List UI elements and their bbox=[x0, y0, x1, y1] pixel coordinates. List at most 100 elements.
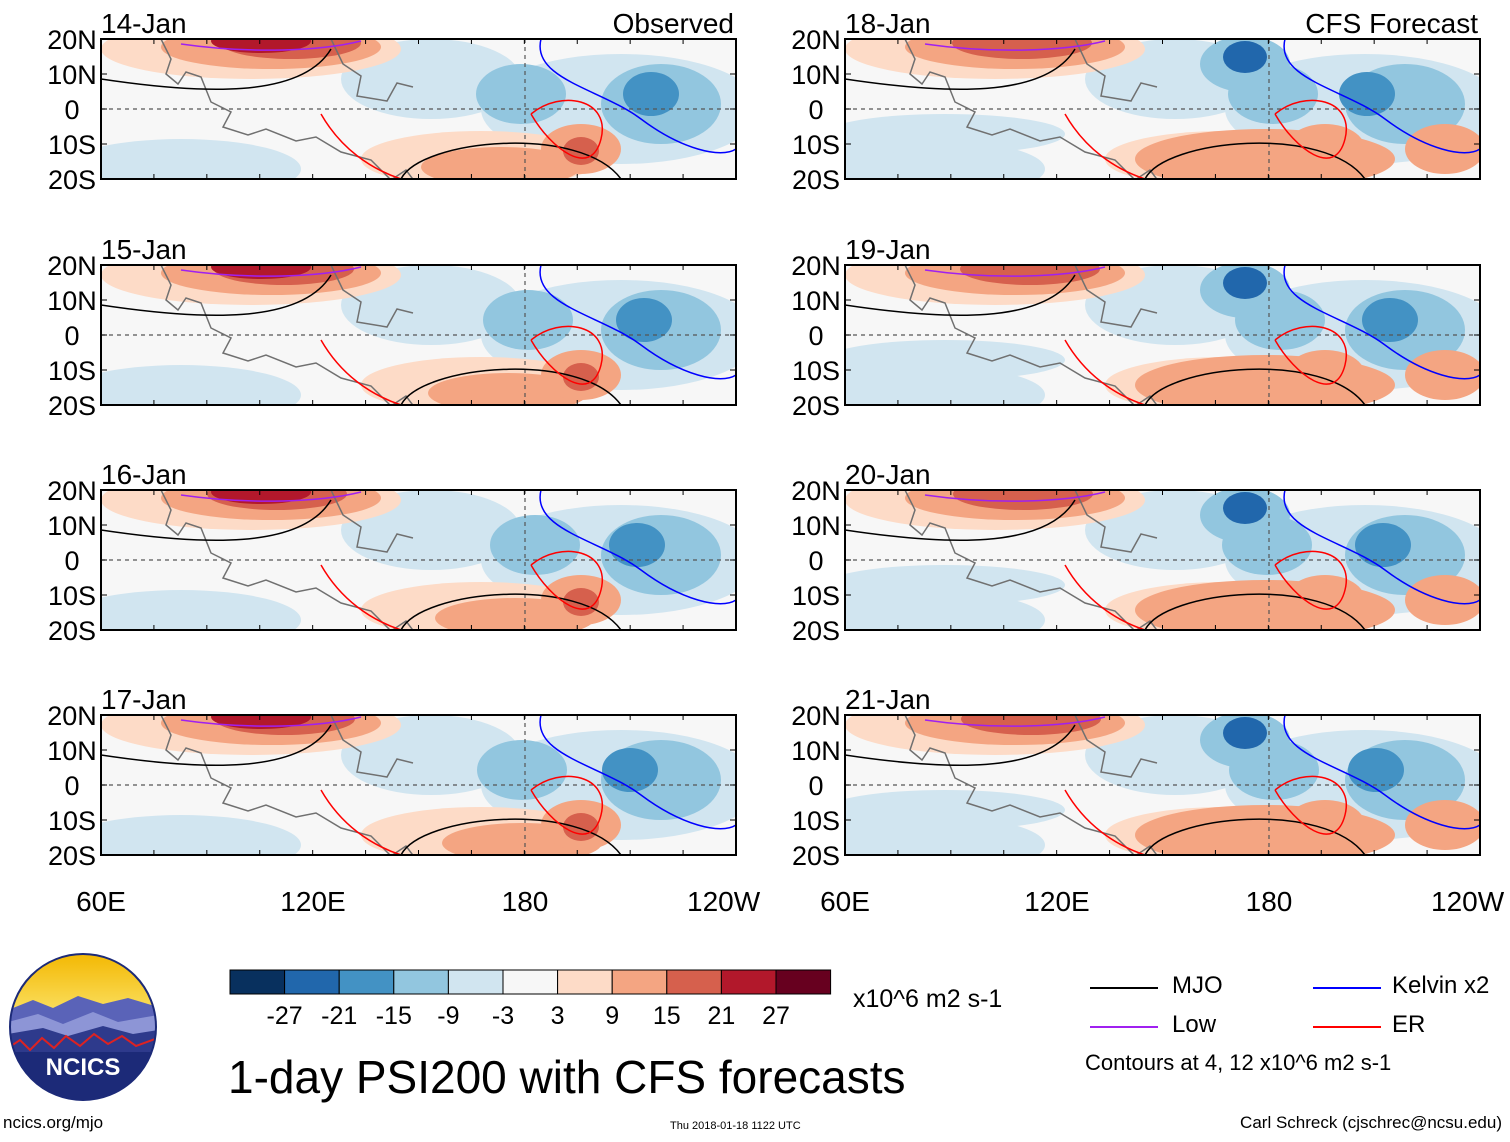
lat-label: 20N bbox=[791, 251, 841, 281]
lon-label: 120W bbox=[687, 886, 761, 917]
lat-label: 10N bbox=[791, 286, 841, 316]
legend-line-low bbox=[1090, 1026, 1158, 1028]
lat-label: 10S bbox=[48, 806, 96, 836]
coastline bbox=[160, 715, 414, 855]
coastline bbox=[160, 490, 414, 630]
lat-label: 10N bbox=[47, 511, 97, 541]
legend-line-kelvin bbox=[1313, 987, 1381, 989]
colorbar-swatch bbox=[666, 969, 722, 995]
panel-label: Observed bbox=[613, 8, 734, 39]
lat-label: 10S bbox=[48, 581, 96, 611]
lat-label: 20S bbox=[48, 841, 96, 871]
er-contour bbox=[1274, 550, 1348, 610]
er-contour bbox=[1064, 339, 1146, 405]
panel-date: 14-Jan bbox=[101, 8, 187, 39]
colorbar-tick-label: 21 bbox=[707, 1002, 735, 1030]
er-contour bbox=[1064, 789, 1146, 855]
colorbar-tick-label: 15 bbox=[653, 1002, 681, 1030]
colorbar-swatch bbox=[557, 969, 613, 995]
lat-label: 0 bbox=[64, 771, 79, 801]
lat-label: 10S bbox=[48, 130, 96, 160]
colorbar-tick-label: -9 bbox=[437, 1002, 459, 1030]
map-panel-14-Jan: 14-Jan Observed 20N 10N 0 10S 20S bbox=[47, 8, 737, 195]
er-contour bbox=[320, 339, 402, 405]
low-contour bbox=[180, 716, 362, 727]
lat-label: 10S bbox=[48, 356, 96, 386]
lat-label: 20S bbox=[792, 841, 840, 871]
er-contour bbox=[530, 775, 604, 835]
coastline bbox=[904, 490, 1158, 630]
mjo-contour bbox=[1144, 368, 1366, 405]
lat-label: 10S bbox=[792, 806, 840, 836]
negative-anomaly-shading bbox=[101, 815, 301, 855]
panel-date: 16-Jan bbox=[101, 459, 187, 490]
colorbar-swatch bbox=[720, 969, 777, 995]
mjo-contour bbox=[845, 48, 1076, 91]
positive-anomaly-shading bbox=[563, 137, 599, 165]
figure-title: 1-day PSI200 with CFS forecasts bbox=[228, 1051, 906, 1103]
low-contour bbox=[180, 491, 362, 502]
colorbar-swatch bbox=[393, 969, 449, 995]
kelvin-contour bbox=[539, 715, 736, 830]
coastline bbox=[160, 265, 414, 405]
lat-label: 20N bbox=[791, 25, 841, 55]
coastline bbox=[160, 39, 414, 179]
legend-line-mjo bbox=[1090, 987, 1158, 989]
negative-anomaly-shading bbox=[1223, 267, 1267, 299]
positive-anomaly-shading bbox=[421, 147, 581, 179]
mjo-contour bbox=[101, 499, 332, 542]
er-contour bbox=[1274, 99, 1348, 159]
mjo-contour bbox=[845, 274, 1076, 317]
colorbar-tick-label: 27 bbox=[762, 1002, 790, 1030]
footer-url[interactable]: ncics.org/mjo bbox=[3, 1113, 104, 1132]
kelvin-contour bbox=[539, 39, 736, 154]
negative-anomaly-shading bbox=[1223, 41, 1267, 73]
colorbar-swatch bbox=[611, 969, 668, 995]
positive-anomaly-shading bbox=[1135, 355, 1395, 405]
mjo-contour bbox=[400, 142, 622, 179]
positive-anomaly-shading bbox=[563, 363, 599, 391]
negative-anomaly-shading bbox=[1223, 492, 1267, 524]
lat-label: 0 bbox=[64, 546, 79, 576]
lat-label: 20N bbox=[47, 251, 97, 281]
map-panels: 14-Jan Observed20N10N010S20S15-Jan20N10N0… bbox=[47, 8, 1505, 917]
low-contour bbox=[924, 716, 1106, 727]
panel-date: 21-Jan bbox=[845, 684, 931, 715]
mjo-contour bbox=[845, 724, 1076, 767]
colorbar-swatch bbox=[338, 969, 395, 995]
lat-label: 20N bbox=[47, 25, 97, 55]
positive-anomaly-shading bbox=[563, 813, 599, 841]
colorbar-swatch bbox=[447, 969, 504, 995]
colorbar-tick-label: -27 bbox=[267, 1002, 303, 1030]
lon-label: 120W bbox=[1431, 886, 1505, 917]
lat-label: 10N bbox=[791, 736, 841, 766]
lat-label: 0 bbox=[64, 321, 79, 351]
positive-anomaly-shading bbox=[960, 265, 1100, 285]
panel-label: CFS Forecast bbox=[1305, 8, 1478, 39]
mjo-contour bbox=[400, 593, 622, 630]
low-contour bbox=[924, 266, 1106, 277]
low-contour bbox=[924, 40, 1106, 51]
colorbar-tick-label: 9 bbox=[605, 1002, 619, 1030]
lon-label: 120E bbox=[1024, 886, 1089, 917]
positive-anomaly-shading bbox=[1405, 350, 1480, 400]
lon-label: 120E bbox=[280, 886, 345, 917]
negative-anomaly-shading bbox=[1362, 298, 1418, 342]
coastline bbox=[904, 39, 1158, 179]
negative-anomaly-shading bbox=[476, 64, 566, 124]
colorbar-tick-label: 3 bbox=[551, 1002, 565, 1030]
panel-date: 18-Jan bbox=[845, 8, 931, 39]
mjo-contour bbox=[845, 499, 1076, 542]
lat-label: 20S bbox=[792, 165, 840, 195]
lat-label: 20N bbox=[47, 476, 97, 506]
low-contour bbox=[924, 491, 1106, 502]
lon-label: 180 bbox=[1246, 886, 1293, 917]
lat-label: 10N bbox=[791, 511, 841, 541]
er-contour bbox=[1064, 564, 1146, 630]
panel-date: 17-Jan bbox=[101, 684, 187, 715]
colorbar-tick-label: -15 bbox=[376, 1002, 412, 1030]
